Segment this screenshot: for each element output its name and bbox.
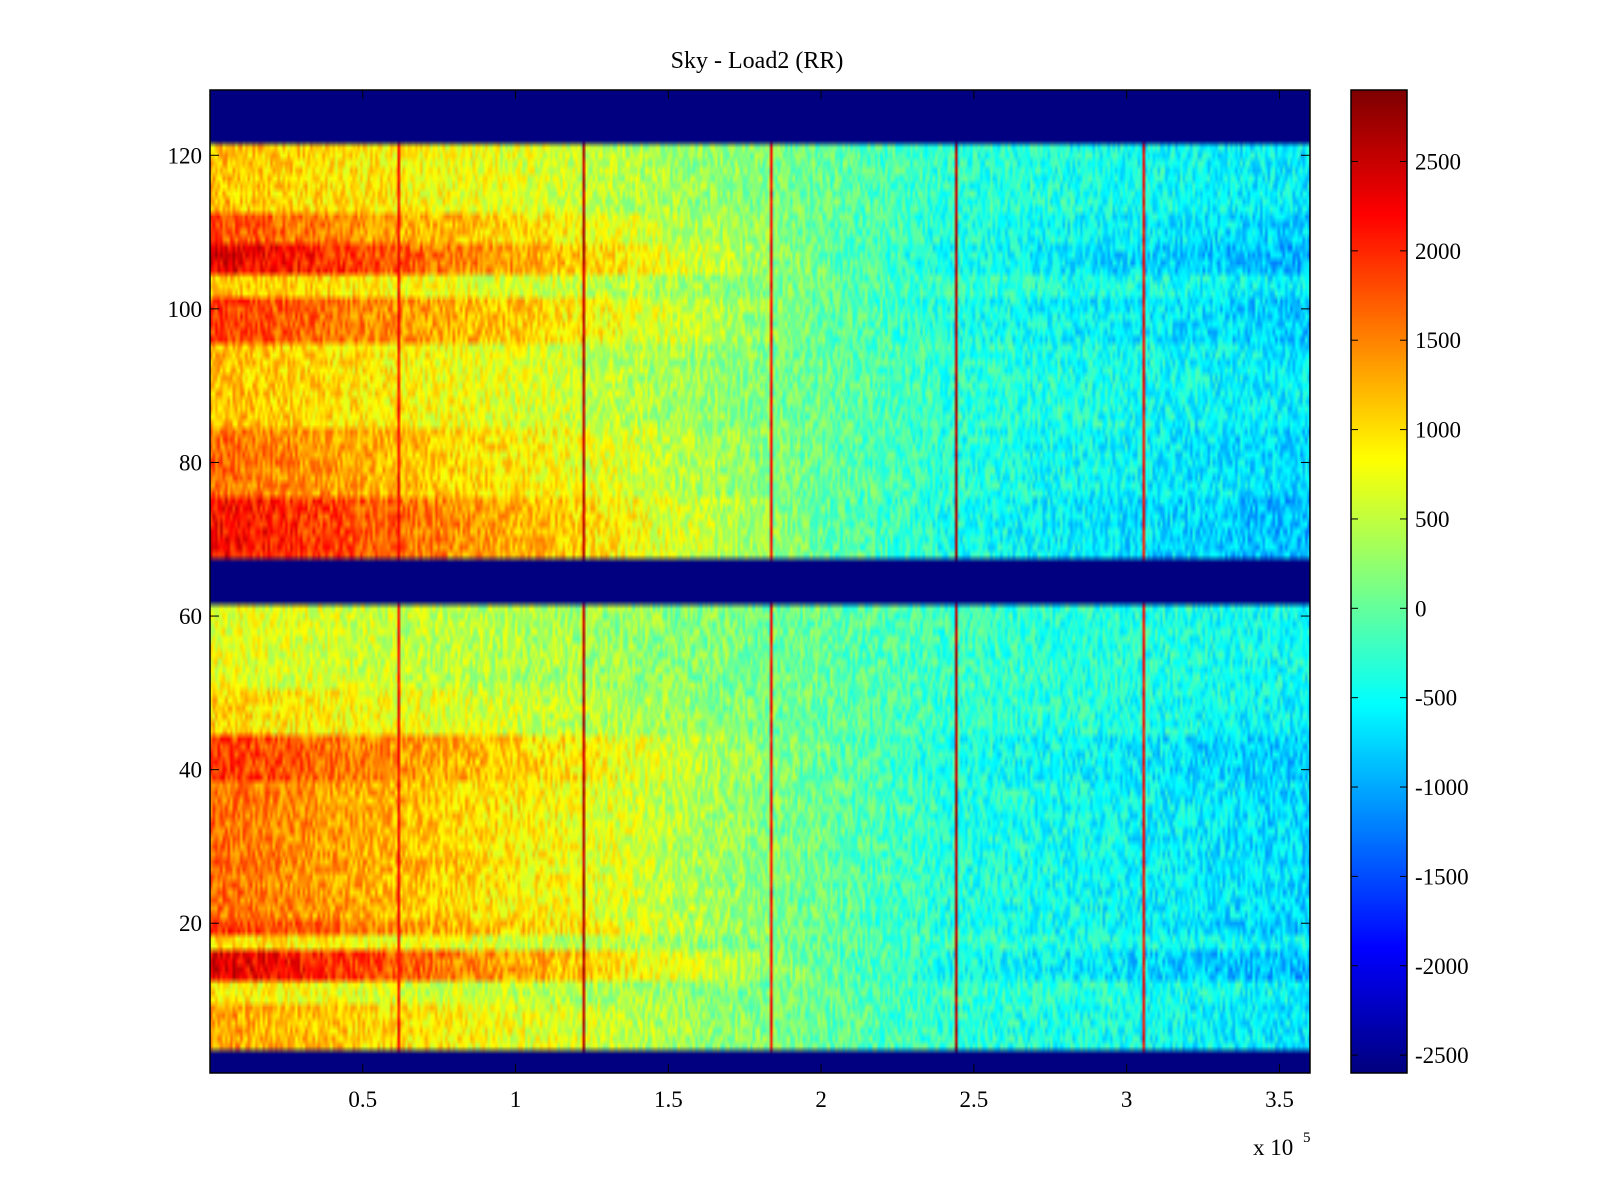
y-tick-label: 100 bbox=[168, 297, 203, 322]
colorbar-tick-label: 500 bbox=[1415, 507, 1450, 532]
heatmap-plot-area bbox=[209, 89, 1311, 1074]
x-tick-label: 3 bbox=[1121, 1087, 1133, 1112]
plot-frame bbox=[209, 89, 1311, 1074]
x-tick-label: 0.5 bbox=[348, 1087, 377, 1112]
chart-title: Sky - Load2 (RR) bbox=[671, 48, 844, 74]
y-tick-label: 20 bbox=[179, 911, 202, 936]
colorbar-tick-label: -1500 bbox=[1415, 864, 1469, 889]
x-multiplier-base: x 10 bbox=[1253, 1135, 1293, 1160]
x-tick-label: 1.5 bbox=[654, 1087, 683, 1112]
colorbar-tick-label: 2000 bbox=[1415, 239, 1461, 264]
colorbar-ticks: 2500 2000 1500 1000 500 0 -500 -1000 -1500 -2000 -… bbox=[1351, 149, 1469, 1068]
x-tick-label: 1 bbox=[510, 1087, 522, 1112]
y-tick-label: 60 bbox=[179, 604, 202, 629]
y-axis: 20 40 60 80 100 120 bbox=[168, 143, 1310, 936]
x-tick-label: 2 bbox=[815, 1087, 827, 1112]
colorbar-tick-label: 0 bbox=[1415, 596, 1427, 621]
colorbar-gradient bbox=[1351, 90, 1407, 1073]
colorbar-frame bbox=[1350, 89, 1408, 1074]
x-tick-label: 2.5 bbox=[960, 1087, 989, 1112]
colorbar-tick-label: 1500 bbox=[1415, 328, 1461, 353]
colorbar-tick-label: -2000 bbox=[1415, 954, 1469, 979]
heatmap-image bbox=[210, 90, 1310, 1073]
colorbar-tick-label: 1000 bbox=[1415, 418, 1461, 443]
y-tick-label: 40 bbox=[179, 758, 202, 783]
colorbar-tick-label: -500 bbox=[1415, 686, 1457, 711]
x-axis: 0.5 1 1.5 2 2.5 3 3.5 bbox=[348, 90, 1294, 1112]
x-axis-multiplier: x 10 5 bbox=[1253, 1130, 1311, 1160]
colorbar-tick-label: -2500 bbox=[1415, 1043, 1469, 1068]
y-tick-label: 120 bbox=[168, 143, 203, 168]
colorbar-tick-label: -1000 bbox=[1415, 775, 1469, 800]
colorbar: 2500 2000 1500 1000 500 0 -500 -1000 -1500 -2000 -… bbox=[1350, 89, 1469, 1074]
x-tick-label: 3.5 bbox=[1265, 1087, 1294, 1112]
x-multiplier-exponent: 5 bbox=[1303, 1130, 1311, 1146]
colorbar-tick-label: 2500 bbox=[1415, 149, 1461, 174]
y-tick-label: 80 bbox=[179, 450, 202, 475]
